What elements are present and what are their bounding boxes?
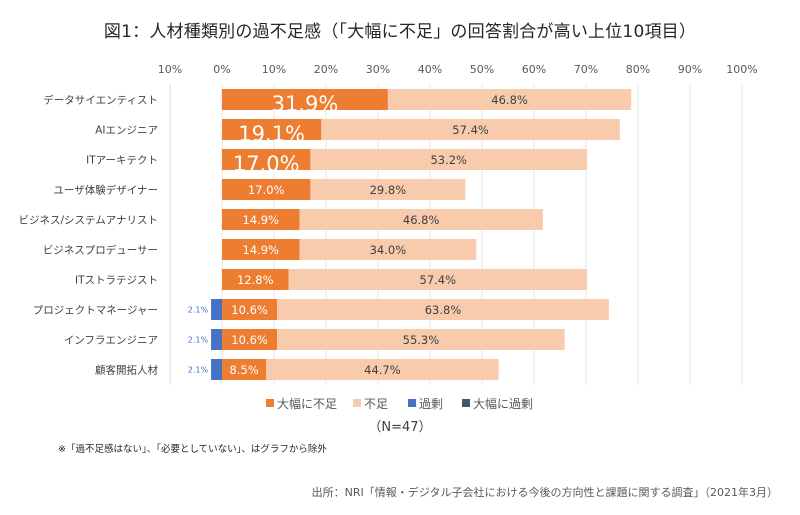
x-tick-label: 10% <box>262 63 286 76</box>
bar-segment-shortage <box>266 359 499 380</box>
data-label: 44.7% <box>364 363 401 377</box>
bar-segment-shortage <box>288 269 588 290</box>
legend-label: 大幅に不足 <box>277 396 337 411</box>
bar-segment-shortage <box>310 149 588 170</box>
data-label: 10.6% <box>231 303 268 317</box>
category-label: ITアーキテクト <box>86 155 158 167</box>
category-label: ビジネスプロデューサー <box>43 244 158 257</box>
data-label: 14.9% <box>242 213 279 227</box>
data-label: 46.8% <box>403 213 440 227</box>
category-label: インフラエンジニア <box>64 335 158 347</box>
x-tick-label: 100% <box>726 63 757 76</box>
data-label: 17.0% <box>248 183 285 197</box>
x-tick-label: 70% <box>574 63 598 76</box>
x-axis-tick-labels: 10% 0% 10% 20% 30% 40% 50% 60% 70% 80% 90% 100% <box>158 63 758 76</box>
bar-segment-surplus <box>211 359 222 380</box>
data-label: 46.8% <box>491 93 528 107</box>
category-labels: データサイエンティスト AIエンジニア ITアーキテクトユーザ体験デザイナービジネス… <box>18 94 158 377</box>
data-label: 19.1% <box>238 122 305 146</box>
bar-segment-severe-shortage <box>222 269 289 290</box>
bar-segment-severe-shortage <box>222 299 278 320</box>
data-label: 12.8% <box>237 273 274 287</box>
category-label: ビジネス/システムアナリスト <box>18 215 158 227</box>
bar-segment-shortage <box>277 329 565 350</box>
bar-segment-severe-shortage <box>222 149 311 170</box>
legend-label: 大幅に過剰 <box>473 396 533 411</box>
data-label: 34.0% <box>370 243 407 257</box>
data-label: 53.2% <box>430 153 467 167</box>
category-label: 顧客開拓人材 <box>95 364 158 377</box>
legend-swatch <box>462 399 470 407</box>
source-citation: 出所：NRI「情報・デジタル子会社における今後の方向性と課題に関する調査」（20… <box>311 486 778 499</box>
x-tick-label: 40% <box>418 63 442 76</box>
x-tick-label: 0% <box>213 63 230 76</box>
legend: 大幅に不足 不足 過剰 大幅に過剰 <box>266 396 533 411</box>
data-label: 2.1% <box>188 306 209 315</box>
data-label: 29.8% <box>370 183 407 197</box>
data-label: 14.9% <box>242 243 279 257</box>
sample-size-annotation: （N=47） <box>368 420 431 435</box>
x-tick-label: 90% <box>678 63 702 76</box>
x-tick-label: 30% <box>366 63 390 76</box>
legend-swatch <box>266 399 274 407</box>
bar-segment-shortage <box>299 239 477 260</box>
category-label: プロジェクトマネージャー <box>33 305 158 317</box>
data-label: 57.4% <box>452 123 489 137</box>
data-label: 17.0% <box>233 152 300 176</box>
data-label: 2.1% <box>188 336 209 345</box>
footnote: ※「過不足感はない」、「必要としていない」、はグラフから除外 <box>58 444 327 455</box>
bar-segment-shortage <box>387 89 632 110</box>
bar-segment-surplus <box>211 329 222 350</box>
bar-segment-surplus <box>211 299 222 320</box>
bar-segment-severe-shortage <box>222 329 278 350</box>
data-label: 57.4% <box>420 273 457 287</box>
bar-segment-severe-shortage <box>222 239 300 260</box>
data-label: 10.6% <box>231 333 268 347</box>
bar-segment-severe-shortage <box>222 89 388 110</box>
chart-title: 図1：人材種類別の過不足感（「大幅に不足」の回答割合が高い上位10項目） <box>103 22 697 42</box>
category-label: AIエンジニア <box>95 125 158 137</box>
bar-segment-severe-shortage <box>222 209 300 230</box>
bar-segment-shortage <box>310 179 466 200</box>
data-labels: 31.9% 46.8% 19.1% 57.4% 17.0% 53.2% 17.0% 29.8%… <box>188 92 528 377</box>
legend-label: 過剰 <box>419 397 443 411</box>
bar-segment-shortage <box>277 299 609 320</box>
x-tick-label: 50% <box>470 63 494 76</box>
bar-segment-severe-shortage <box>222 359 267 380</box>
legend-swatch <box>353 399 361 407</box>
category-label: データサイエンティスト <box>43 94 158 107</box>
bar-segment-severe-shortage <box>222 119 322 140</box>
x-tick-label: 20% <box>314 63 338 76</box>
x-tick-label: 60% <box>522 63 546 76</box>
data-label: 31.9% <box>272 92 339 116</box>
category-label: ITストラテジスト <box>75 275 158 287</box>
category-label: ユーザ体験デザイナー <box>53 184 158 197</box>
data-label: 8.5% <box>229 363 258 377</box>
bar-segment-shortage <box>321 119 620 140</box>
bar-segment-severe-shortage <box>222 179 311 200</box>
x-tick-label: 10% <box>158 63 182 76</box>
legend-label: 不足 <box>364 397 388 411</box>
x-tick-label: 80% <box>626 63 650 76</box>
legend-swatch <box>408 399 416 407</box>
data-label: 63.8% <box>425 303 462 317</box>
data-label: 2.1% <box>188 366 209 375</box>
data-label: 55.3% <box>403 333 440 347</box>
bar-segment-shortage <box>299 209 543 230</box>
bars <box>211 89 632 380</box>
